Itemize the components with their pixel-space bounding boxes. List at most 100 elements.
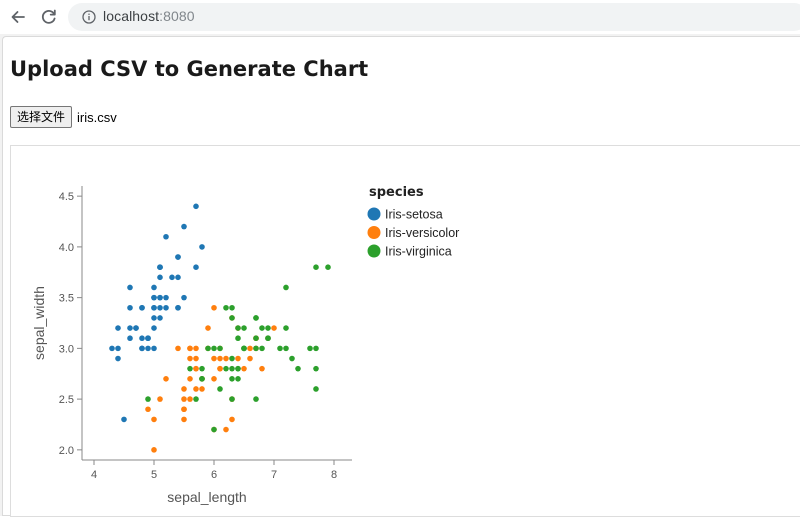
back-button[interactable] [6,5,30,29]
scatter-point [163,304,169,311]
legend-label: Iris-versicolor [385,226,459,240]
reload-button[interactable] [37,5,61,29]
legend-label: Iris-setosa [385,208,443,222]
scatter-point [139,304,145,311]
scatter-point [175,254,181,260]
scatter-point [211,376,217,382]
scatter-point [151,315,157,321]
scatter-point [139,345,145,352]
scatter-point [313,386,319,392]
scatter-point [151,304,157,311]
scatter-point [259,345,265,352]
scatter-point [229,365,235,372]
scatter-point [187,396,193,402]
scatter-point [157,264,163,270]
scatter-chart: 2.0 2.5 3.0 3.5 4.0 4.5 4 5 6 7 8 sepal_length sepal… [31,185,459,505]
scatter-point [163,376,169,382]
url-text: localhost:8080 [103,8,195,24]
scatter-point [145,396,151,402]
scatter-point [289,355,295,362]
scatter-point [211,426,217,433]
scatter-point [223,426,229,433]
x-axis-title: sepal_length [167,489,246,505]
scatter-point [229,416,235,423]
chart-marks [109,203,331,453]
scatter-point [241,345,247,352]
scatter-point [283,325,289,331]
scatter-point [115,355,121,362]
scatter-point [259,325,265,331]
scatter-point [169,274,175,281]
scatter-point [193,355,199,362]
url-host: localhost [103,8,160,24]
scatter-point [235,335,241,342]
scatter-point [247,345,253,352]
scatter-point [181,406,187,413]
scatter-point [175,345,181,352]
page-title: Upload CSV to Generate Chart [10,57,369,81]
page-viewport: Upload CSV to Generate Chart 选择文件 iris.c… [0,34,800,517]
scatter-point [223,304,229,311]
y-tick-label: 4.0 [59,242,74,254]
scatter-point [121,416,127,423]
scatter-point [217,365,223,372]
scatter-point [217,355,223,362]
scatter-point [193,386,199,392]
scatter-point [151,345,157,352]
scatter-point [127,325,133,331]
scatter-point [235,376,241,382]
scatter-point [229,355,235,362]
scatter-point [325,264,331,270]
scatter-point [235,365,241,372]
scatter-point [163,294,169,301]
scatter-point [157,304,163,311]
site-info-icon[interactable] [82,10,96,24]
scatter-point [127,304,133,311]
scatter-point [253,335,259,342]
choose-file-button[interactable]: 选择文件 [10,106,73,128]
scatter-point [181,386,187,392]
scatter-point [211,355,217,362]
y-tick-label: 2.0 [59,445,74,457]
scatter-point [199,376,205,382]
scatter-point [139,335,145,342]
scatter-point [175,304,181,311]
scatter-point [175,274,181,281]
chart-legend: species Iris-setosa Iris-versicolor Iris-vi… [367,185,459,259]
scatter-point [217,345,223,352]
scatter-point [229,304,235,311]
scatter-point [253,345,259,352]
scatter-point [295,365,301,372]
scatter-point [157,294,163,301]
chart-container: 2.0 2.5 3.0 3.5 4.0 4.5 4 5 6 7 8 sepal_length sepal… [10,145,800,517]
scatter-point [205,345,211,352]
y-tick-label: 3.5 [59,293,74,305]
scatter-point [151,294,157,301]
address-bar[interactable]: localhost:8080 [68,3,800,31]
page-content: Upload CSV to Generate Chart 选择文件 iris.c… [2,36,800,517]
scatter-point [229,315,235,321]
scatter-point [193,365,199,372]
legend-title: species [369,185,424,200]
legend-symbol [367,226,381,239]
scatter-point [193,203,199,210]
scatter-point [199,244,205,250]
scatter-point [187,365,193,372]
scatter-point [193,264,199,270]
scatter-point [253,396,259,402]
scatter-point [187,345,193,352]
y-tick-label: 4.5 [59,191,74,203]
scatter-point [133,325,139,331]
scatter-point [277,345,283,352]
scatter-point [241,325,247,331]
scatter-point [223,355,229,362]
y-axis-title: sepal_width [31,286,47,360]
scatter-point [307,345,313,352]
scatter-point [193,396,199,402]
scatter-point [109,345,115,352]
scatter-point [127,284,133,291]
scatter-point [115,345,121,352]
scatter-point [265,335,271,342]
scatter-point [199,386,205,392]
scatter-point [313,345,319,352]
